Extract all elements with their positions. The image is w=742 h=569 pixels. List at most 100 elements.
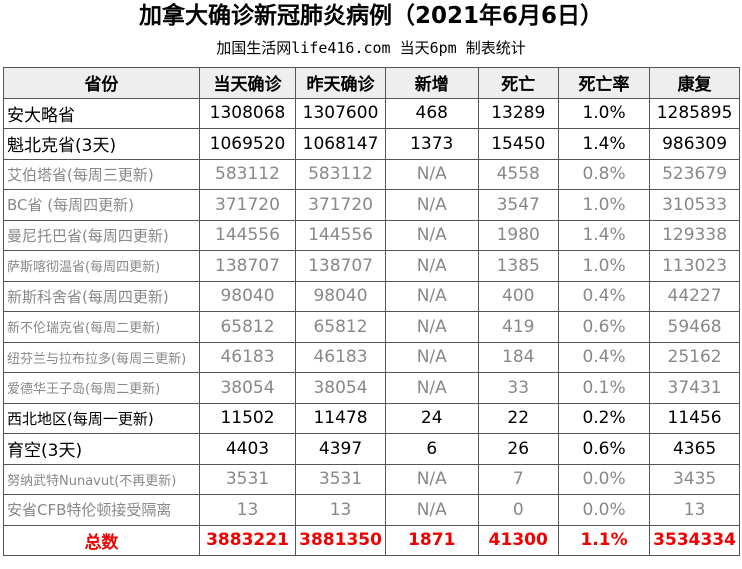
- table-cell: 3534334: [649, 524, 740, 556]
- table-cell: 44227: [649, 280, 740, 312]
- table-cell: 1285895: [649, 97, 740, 129]
- table-cell: 1068147: [295, 128, 386, 160]
- table-cell: 310533: [649, 189, 740, 221]
- table-row: 安省CFB特伦顿接受隔离 13 13 N/A 0 0.0% 13: [3, 494, 740, 526]
- table-cell: 11456: [649, 402, 740, 434]
- table-cell: 1308068: [198, 97, 297, 129]
- table-cell: 3531: [295, 463, 386, 495]
- table-cell: 6: [384, 433, 479, 465]
- table-cell: 11478: [295, 402, 386, 434]
- table-cell: 41300: [477, 524, 559, 556]
- table-cell: 59468: [649, 311, 740, 343]
- table-cell: 1.0%: [557, 250, 651, 282]
- table-cell: 13: [649, 494, 740, 526]
- table-cell: 15450: [477, 128, 559, 160]
- table: 省份 当天确诊 昨天确诊 新增 死亡 死亡率 康复 安大略省 1308068 1307600 468…: [3, 67, 740, 556]
- table-cell: 129338: [649, 219, 740, 251]
- table-cell: 3435: [649, 463, 740, 495]
- table-cell: BC省 (每周四更新): [3, 189, 200, 221]
- table-row: 西北地区(每周一更新) 11502 11478 24 22 0.2% 11456: [3, 402, 740, 434]
- table-cell: N/A: [384, 280, 479, 312]
- table-row: 萨斯喀彻温省(每周四更新) 138707 138707 N/A 1385 1.0% 1130…: [3, 250, 740, 282]
- table-cell: N/A: [384, 311, 479, 343]
- table-cell: 25162: [649, 341, 740, 373]
- table-cell: 468: [384, 97, 479, 129]
- table-row: 安大略省 1308068 1307600 468 13289 1.0% 1285895: [3, 97, 740, 129]
- table-cell: 65812: [295, 311, 386, 343]
- table-cell: 65812: [198, 311, 297, 343]
- table-cell: 0.1%: [557, 372, 651, 404]
- table-cell: 4558: [477, 158, 559, 190]
- table-cell: 46183: [198, 341, 297, 373]
- table-row: 努纳武特Nunavut(不再更新) 3531 3531 N/A 7 0.0% 3435: [3, 463, 740, 495]
- table-cell: 38054: [198, 372, 297, 404]
- table-cell: 3531: [198, 463, 297, 495]
- table-cell: 11502: [198, 402, 297, 434]
- table-cell: 1.0%: [557, 97, 651, 129]
- table-cell: 新斯科舍省(每周四更新): [3, 280, 200, 312]
- table-cell: 育空(3天): [3, 433, 200, 465]
- table-cell: 3547: [477, 189, 559, 221]
- table-cell: 努纳武特Nunavut(不再更新): [3, 463, 200, 495]
- table-cell: 萨斯喀彻温省(每周四更新): [3, 250, 200, 282]
- table-cell: 0: [477, 494, 559, 526]
- table-cell: N/A: [384, 494, 479, 526]
- table-cell: 爱德华王子岛(每周二更新): [3, 372, 200, 404]
- table-cell: 144556: [198, 219, 297, 251]
- table-cell: 113023: [649, 250, 740, 282]
- table-row: 育空(3天) 4403 4397 6 26 0.6% 4365: [3, 433, 740, 465]
- table-cell: 0.0%: [557, 494, 651, 526]
- table-cell: N/A: [384, 341, 479, 373]
- table-row: 新斯科舍省(每周四更新) 98040 98040 N/A 400 0.4% 44227: [3, 280, 740, 312]
- table-cell: 419: [477, 311, 559, 343]
- table-cell: 当天确诊: [198, 67, 297, 99]
- table-cell: 24: [384, 402, 479, 434]
- table-cell: 3881350: [295, 524, 386, 556]
- table-cell: 0.4%: [557, 341, 651, 373]
- table-cell: 38054: [295, 372, 386, 404]
- table-cell: 986309: [649, 128, 740, 160]
- table-cell: 西北地区(每周一更新): [3, 402, 200, 434]
- table-cell: 1.1%: [557, 524, 651, 556]
- table-cell: 1.0%: [557, 189, 651, 221]
- table-row: 艾伯塔省(每周三更新) 583112 583112 N/A 4558 0.8% 523679: [3, 158, 740, 190]
- table-cell: 13: [295, 494, 386, 526]
- table-cell: 1.4%: [557, 128, 651, 160]
- table-cell: 138707: [295, 250, 386, 282]
- table-cell: 98040: [295, 280, 386, 312]
- table-row: 新不伦瑞克省(每周二更新) 65812 65812 N/A 419 0.6% 59468: [3, 311, 740, 343]
- table-cell: 1385: [477, 250, 559, 282]
- table-cell: 0.4%: [557, 280, 651, 312]
- table-cell: N/A: [384, 250, 479, 282]
- table-cell: N/A: [384, 372, 479, 404]
- table-cell: 0.6%: [557, 433, 651, 465]
- table-row: 魁北克省(3天) 1069520 1068147 1373 15450 1.4% 98630…: [3, 128, 740, 160]
- table-cell: 13289: [477, 97, 559, 129]
- table-cell: 安省CFB特伦顿接受隔离: [3, 494, 200, 526]
- table-cell: 死亡率: [557, 67, 651, 99]
- subtitle: 加国生活网life416.com 当天6pm 制表统计: [216, 39, 526, 57]
- table-cell: 523679: [649, 158, 740, 190]
- table-row: 爱德华王子岛(每周二更新) 38054 38054 N/A 33 0.1% 37431: [3, 372, 740, 404]
- table-cell: 艾伯塔省(每周三更新): [3, 158, 200, 190]
- table-cell: 总数: [3, 524, 200, 556]
- table-row: 省份 当天确诊 昨天确诊 新增 死亡 死亡率 康复: [3, 67, 740, 99]
- table-cell: 371720: [295, 189, 386, 221]
- table-cell: 583112: [295, 158, 386, 190]
- table-cell: 省份: [3, 67, 200, 99]
- table-cell: 1307600: [295, 97, 386, 129]
- table-cell: 22: [477, 402, 559, 434]
- table-cell: 曼尼托巴省(每周四更新): [3, 219, 200, 251]
- table-cell: 184: [477, 341, 559, 373]
- table-cell: 1.4%: [557, 219, 651, 251]
- table-cell: 安大略省: [3, 97, 200, 129]
- table-cell: 583112: [198, 158, 297, 190]
- table-cell: 4397: [295, 433, 386, 465]
- table-cell: 新不伦瑞克省(每周二更新): [3, 311, 200, 343]
- table-cell: 1980: [477, 219, 559, 251]
- table-cell: 400: [477, 280, 559, 312]
- table-cell: 144556: [295, 219, 386, 251]
- table-cell: N/A: [384, 463, 479, 495]
- table-cell: 0.6%: [557, 311, 651, 343]
